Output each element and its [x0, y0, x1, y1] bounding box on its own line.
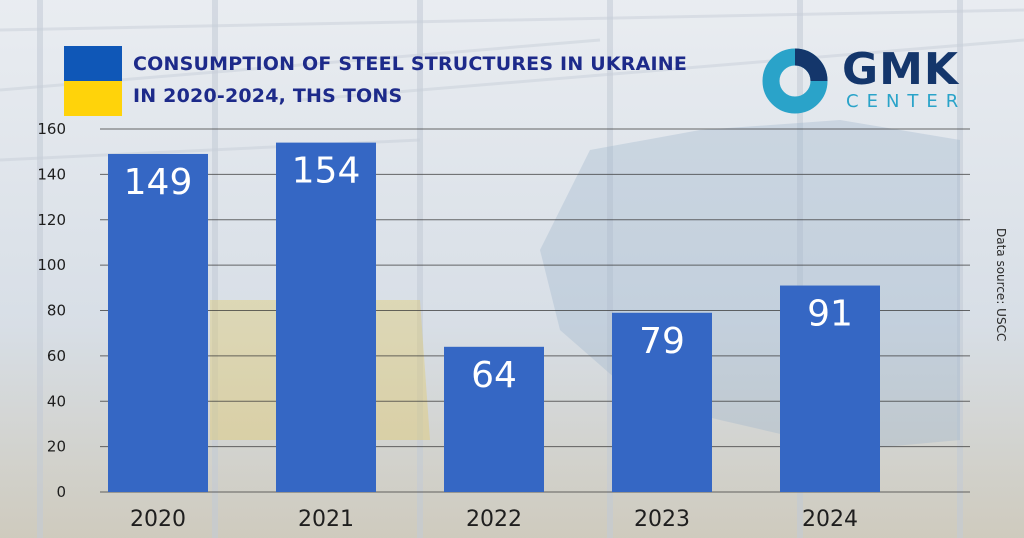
bar-2024: [780, 285, 880, 492]
x-tick-label-2022: 2022: [466, 507, 522, 532]
data-label-2020: 149: [124, 162, 193, 203]
bar-2023: [612, 312, 712, 492]
gmk-center-logo: GMK CENTER: [762, 46, 972, 116]
ukraine-flag-icon: [64, 46, 122, 116]
bar-2020: [108, 153, 208, 493]
y-tick-label: 0: [56, 483, 66, 501]
chart-title-line1: CONSUMPTION OF STEEL STRUCTURES IN UKRAI…: [133, 53, 688, 75]
logo-text-main: GMK: [842, 44, 959, 95]
bar-2022: [444, 346, 544, 492]
x-tick-label-2023: 2023: [634, 507, 690, 532]
data-label-2022: 64: [471, 355, 517, 396]
x-tick-label-2021: 2021: [298, 507, 354, 532]
y-tick-label: 80: [47, 302, 66, 320]
y-tick-label: 60: [47, 347, 66, 365]
y-tick-label: 140: [37, 165, 66, 183]
gmk-logo-ring-icon: [762, 48, 828, 114]
x-tick-label-2020: 2020: [130, 507, 186, 532]
y-tick-label: 120: [37, 211, 66, 229]
bar-2021: [276, 142, 376, 493]
logo-text-sub: CENTER: [846, 91, 967, 112]
data-label-2021: 154: [292, 151, 361, 192]
chart-title-line2: IN 2020-2024, THS TONS: [133, 85, 403, 107]
chart-title: CONSUMPTION OF STEEL STRUCTURES IN UKRAI…: [133, 48, 687, 112]
y-tick-label: 100: [37, 256, 66, 274]
data-label-2024: 91: [807, 294, 853, 335]
y-tick-label: 40: [47, 392, 66, 410]
x-tick-label-2024: 2024: [802, 507, 858, 532]
y-tick-label: 160: [37, 120, 66, 138]
data-label-2023: 79: [639, 321, 685, 362]
y-tick-label: 20: [47, 438, 66, 456]
